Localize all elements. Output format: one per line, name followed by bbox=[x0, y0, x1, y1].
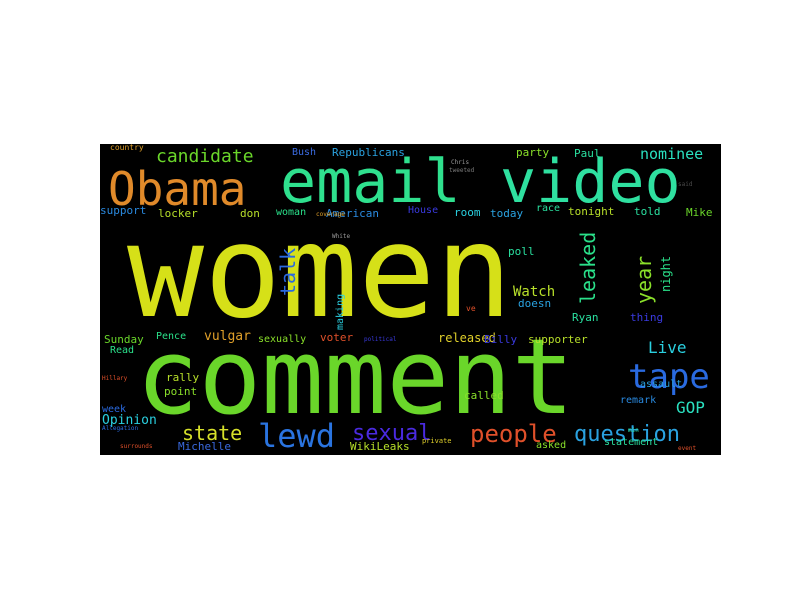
word-wikileaks: WikiLeaks bbox=[350, 440, 410, 453]
word-white: White bbox=[332, 233, 351, 240]
word-american: American bbox=[326, 207, 379, 220]
word-tonight: tonight bbox=[568, 205, 615, 218]
word-hillary: Hillary bbox=[102, 375, 128, 382]
word-party: party bbox=[516, 146, 550, 159]
word-thing: thing bbox=[630, 311, 664, 324]
word-told: told bbox=[634, 205, 661, 218]
word-email: email bbox=[280, 147, 461, 217]
word-remark: remark bbox=[620, 395, 657, 406]
word-sunday: Sunday bbox=[104, 333, 144, 346]
word-republicans: Republicans bbox=[332, 146, 405, 159]
word-night: night bbox=[659, 255, 673, 292]
word-locker: locker bbox=[158, 207, 198, 220]
word-making: making bbox=[335, 293, 346, 330]
word-week: week bbox=[102, 404, 127, 415]
word-private: private bbox=[422, 437, 452, 445]
word-candidate: candidate bbox=[156, 146, 254, 167]
word-live: Live bbox=[648, 338, 687, 357]
word-comment: comment bbox=[136, 316, 575, 438]
word-billy: Billy bbox=[484, 333, 518, 346]
word-min: min bbox=[628, 427, 639, 434]
word-supporter: supporter bbox=[528, 333, 588, 346]
word-ve: ve bbox=[466, 304, 476, 313]
word-talk: talk bbox=[276, 247, 300, 296]
word-house: House bbox=[408, 205, 439, 216]
word-year: year bbox=[632, 255, 656, 304]
word-support: support bbox=[100, 204, 147, 217]
word-political: political bbox=[364, 336, 397, 343]
word-point: point bbox=[164, 385, 198, 398]
word-rally: rally bbox=[166, 371, 200, 384]
word-tweeted: tweeted bbox=[449, 167, 475, 174]
word-don: don bbox=[240, 207, 260, 220]
word-question: question bbox=[574, 422, 680, 447]
word-leaked: leaked bbox=[576, 231, 600, 304]
word-people: people bbox=[470, 420, 557, 448]
word-sexual: sexual bbox=[352, 421, 432, 446]
word-watch: Watch bbox=[513, 284, 556, 300]
word-state: state bbox=[182, 421, 243, 445]
word-doesn: doesn bbox=[518, 297, 552, 310]
word-video: video bbox=[500, 147, 681, 217]
word-asked: asked bbox=[536, 440, 567, 451]
word-surrounds: surrounds bbox=[120, 443, 153, 450]
word-opinion: Opinion bbox=[102, 413, 157, 428]
word-woman: woman bbox=[276, 207, 307, 218]
word-bush: Bush bbox=[292, 147, 317, 158]
word-event: event bbox=[678, 445, 697, 452]
word-vulgar: vulgar bbox=[204, 329, 251, 344]
word-chris: Chris bbox=[451, 159, 470, 166]
word-released: released bbox=[438, 331, 496, 345]
word-allegation: Allegation bbox=[102, 425, 139, 432]
word-tape: tape bbox=[628, 357, 710, 397]
word-read: Read bbox=[110, 345, 135, 356]
word-voter: voter bbox=[320, 331, 354, 344]
word-poll: poll bbox=[508, 245, 535, 258]
word-paul: Paul bbox=[574, 147, 601, 160]
word-coverage: coverage bbox=[316, 211, 345, 218]
word-pence: Pence bbox=[156, 331, 187, 342]
word-lewd: lewd bbox=[258, 417, 336, 455]
word-said: said bbox=[678, 181, 693, 188]
word-nominee: nominee bbox=[640, 145, 704, 163]
word-room: room bbox=[454, 206, 481, 219]
word-michelle: Michelle bbox=[178, 440, 231, 453]
word-assault: assault bbox=[640, 379, 683, 390]
word-ryan: Ryan bbox=[572, 311, 599, 324]
word-mike: Mike bbox=[686, 206, 713, 219]
word-cloud: women comment email video Obama tape lew… bbox=[100, 144, 721, 455]
word-obama: Obama bbox=[108, 162, 247, 216]
word-statement: statement bbox=[604, 437, 659, 448]
word-women: women bbox=[127, 198, 513, 347]
word-today: today bbox=[490, 207, 524, 220]
word-race: race bbox=[536, 203, 561, 214]
word-called: called bbox=[464, 389, 504, 402]
word-country: country bbox=[110, 144, 144, 152]
word-sexually: sexually bbox=[258, 334, 307, 345]
word-gop: GOP bbox=[676, 398, 705, 417]
